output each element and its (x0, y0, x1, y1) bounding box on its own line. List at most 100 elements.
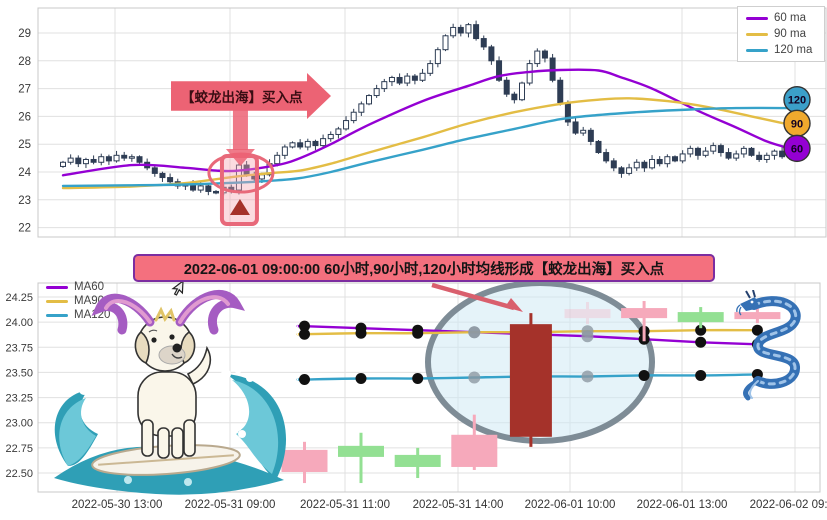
candle-body (740, 147, 747, 155)
candle-body (128, 156, 135, 159)
candle (734, 308, 781, 324)
ma-line-120ma (61, 106, 791, 188)
candle-body (473, 24, 480, 40)
bottom-legend-item[interactable]: MA60 (46, 281, 110, 293)
hourly-kline-chart[interactable]: 22 23 24 25 26 27 28 29 120 90 60 (0, 0, 827, 245)
candle-body (366, 95, 372, 105)
candle-body (603, 152, 610, 162)
ma-point-marker (751, 324, 763, 336)
top-legend-item[interactable]: 60 ma (746, 12, 824, 24)
candle-body (496, 60, 503, 81)
candle-body (159, 172, 166, 179)
candle-body (205, 185, 212, 192)
top-legend-item[interactable]: 90 ma (746, 28, 824, 40)
ma-point-marker (695, 369, 707, 381)
ma-point-marker (299, 328, 310, 340)
y-tick-label: 28 (18, 56, 31, 68)
ma-end-marker-label: 60 (791, 143, 803, 155)
candle-body (687, 147, 694, 155)
candle-body (672, 156, 678, 162)
title-arrow-head (505, 298, 523, 312)
candle-body (733, 153, 740, 159)
surfing-dog-illustration (54, 289, 287, 495)
candles (60, 20, 793, 196)
bottom-legend-label: MA60 (74, 281, 105, 293)
x-tick-label: 2022-05-30 13:00 (72, 499, 163, 511)
ma-line-90ma (61, 97, 791, 190)
bottom-legend-swatch (46, 299, 68, 303)
top-legend-swatch (746, 48, 768, 52)
candle-body (626, 167, 633, 174)
bottom-chart-legend: MA60 MA90 MA120 (46, 281, 110, 321)
plot-border (37, 7, 827, 238)
dragon-head-graphic (736, 290, 760, 316)
candle-body (304, 140, 311, 148)
candle-body (465, 24, 472, 34)
candle-body (136, 156, 143, 163)
candle-body (258, 174, 265, 180)
candle-body (509, 324, 552, 437)
top-grid: 22 23 24 25 26 27 28 29 (18, 8, 826, 237)
candle-body (541, 50, 548, 59)
arrow-head (225, 149, 255, 166)
candle-body (343, 120, 350, 130)
candle-body (488, 46, 495, 62)
candle-body (327, 133, 334, 140)
buy-point-callout-label: 【蛟龙出海】买入点 (181, 90, 303, 105)
y-tick-label: 22.50 (5, 468, 33, 480)
candle-body (297, 142, 304, 148)
candle-body (748, 147, 755, 156)
candle-body (419, 72, 426, 81)
y-tick-label: 27 (18, 84, 31, 96)
y-tick-label: 22.75 (5, 443, 33, 455)
candle-body (396, 76, 403, 84)
candle-body (281, 449, 328, 472)
candle-body (656, 158, 663, 165)
candle-body (335, 128, 342, 135)
candle-body (677, 312, 724, 323)
y-tick-label: 23.25 (5, 393, 33, 405)
y-tick-label: 23 (18, 195, 31, 207)
candle-body (511, 93, 518, 101)
y-tick-label: 23.75 (5, 342, 33, 354)
candle-body (633, 161, 640, 169)
candle-body (457, 26, 464, 34)
candle-body (105, 156, 112, 162)
ma-point-marker (468, 371, 481, 384)
top-legend-label: 120 ma (774, 44, 813, 56)
candle (677, 307, 724, 329)
candle-body (702, 150, 709, 156)
bottom-legend-item[interactable]: MA90 (46, 295, 110, 307)
candle-body (717, 145, 724, 154)
candle-body (373, 88, 380, 97)
candle-body (763, 154, 770, 160)
ma-point-marker (355, 372, 367, 384)
candle-body (121, 154, 128, 159)
candle-body (90, 158, 97, 163)
arrow-shaft (232, 104, 248, 150)
candle-body (197, 185, 204, 191)
bottom-legend-swatch (46, 285, 68, 289)
candle-body (618, 167, 625, 174)
candle-body (113, 154, 120, 162)
candle-body (320, 138, 327, 147)
y-tick-label: 24.25 (5, 292, 33, 304)
top-legend-label: 90 ma (774, 28, 806, 40)
candle-body (289, 142, 296, 148)
candle-body (572, 121, 579, 134)
candle-body (451, 434, 498, 467)
ma-point-marker (695, 336, 707, 348)
buy-marker-triangle (229, 199, 250, 215)
candle (338, 432, 384, 484)
pattern-annotation-title: 2022-06-01 09:00:00 60小时,90小时,120小时均线形成【… (133, 254, 715, 282)
top-legend-item[interactable]: 120 ma (746, 44, 824, 56)
pattern-annotation-text: 2022-06-01 09:00:00 60小时,90小时,120小时均线形成【… (183, 261, 665, 278)
candle-body (679, 153, 686, 162)
candle-body (664, 156, 671, 165)
mouse-cursor-icon (171, 280, 184, 296)
candle-body (641, 161, 648, 169)
y-tick-label: 22 (18, 223, 31, 235)
ma-point-marker (412, 372, 424, 384)
candle (394, 447, 441, 479)
candle-body (649, 158, 656, 169)
